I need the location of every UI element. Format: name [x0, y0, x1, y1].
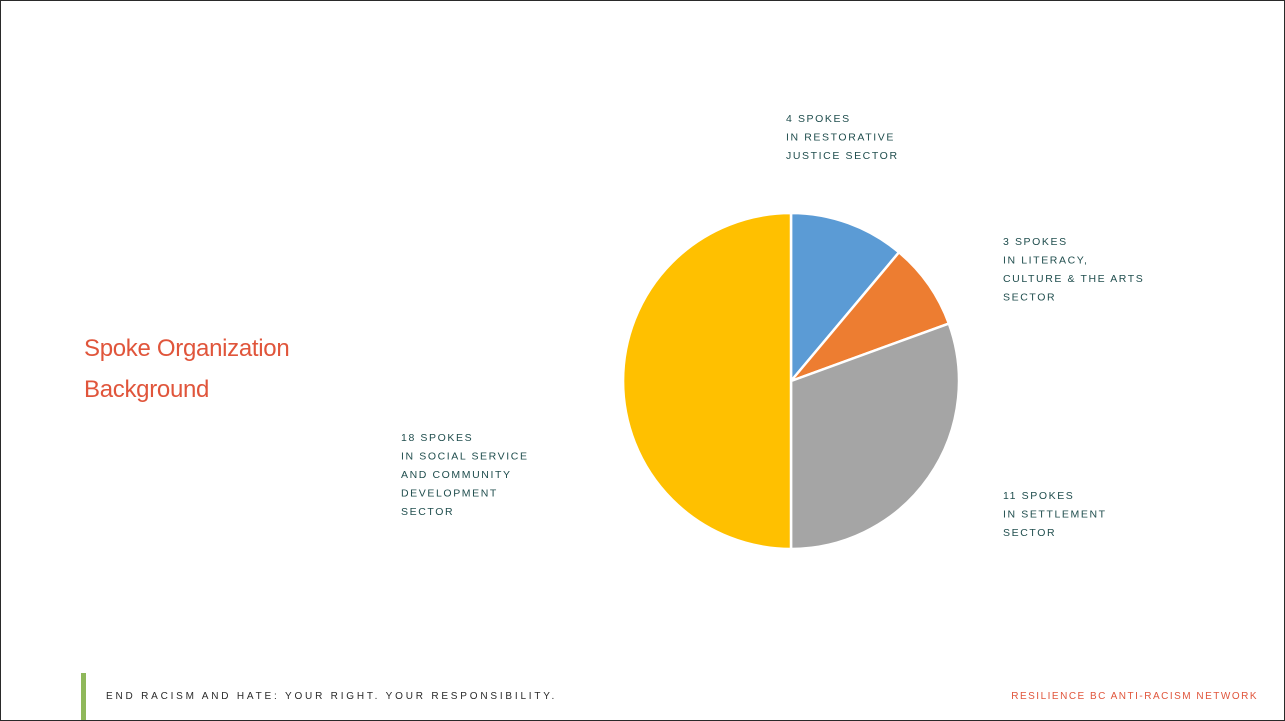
- pie-slice-literacy: [789, 251, 951, 383]
- slice-label-line: SECTOR: [1003, 292, 1056, 304]
- slice-label-line: 4 SPOKES: [786, 113, 851, 125]
- slide-title-line-1: Spoke Organization: [84, 335, 290, 362]
- slice-label-restorative: 4 SPOKES IN RESTORATIVE JUSTICE SECTOR: [786, 113, 899, 162]
- slice-label-settlement: 11 SPOKES IN SETTLEMENT SECTOR: [1003, 490, 1107, 539]
- slice-label-line: DEVELOPMENT: [401, 488, 498, 500]
- footer-tagline: END RACISM AND HATE: YOUR RIGHT. YOUR RE…: [106, 691, 558, 702]
- slice-label-line: IN SETTLEMENT: [1003, 509, 1107, 521]
- pie-slice-settlement: [789, 322, 961, 551]
- slide-title-line-2: Background: [84, 376, 210, 403]
- slice-label-line: CULTURE & THE ARTS: [1003, 273, 1144, 285]
- slice-label-line: IN SOCIAL SERVICE: [401, 451, 529, 463]
- slice-label-line: IN LITERACY,: [1003, 255, 1089, 267]
- slice-label-literacy: 3 SPOKES IN LITERACY, CULTURE & THE ARTS SE…: [1003, 236, 1144, 304]
- footer-organization: RESILIENCE BC ANTI-RACISM NETWORK: [1011, 691, 1258, 702]
- footer-accent-bar: [81, 673, 86, 720]
- slice-label-line: AND COMMUNITY: [401, 469, 512, 481]
- slice-label-social: 18 SPOKES IN SOCIAL SERVICE AND COMMUNITY D…: [401, 432, 529, 518]
- slice-label-line: SECTOR: [401, 506, 454, 518]
- slice-label-line: SECTOR: [1003, 527, 1056, 539]
- slice-label-line: 3 SPOKES: [1003, 236, 1068, 248]
- slice-label-line: IN RESTORATIVE: [786, 132, 895, 144]
- slide-title: Spoke Organization Background: [84, 328, 344, 410]
- slice-label-line: JUSTICE SECTOR: [786, 150, 899, 162]
- pie-slice-restorative: [789, 211, 901, 383]
- slice-label-line: 18 SPOKES: [401, 432, 473, 444]
- slice-label-line: 11 SPOKES: [1003, 490, 1074, 502]
- pie-slice-social: [621, 211, 793, 551]
